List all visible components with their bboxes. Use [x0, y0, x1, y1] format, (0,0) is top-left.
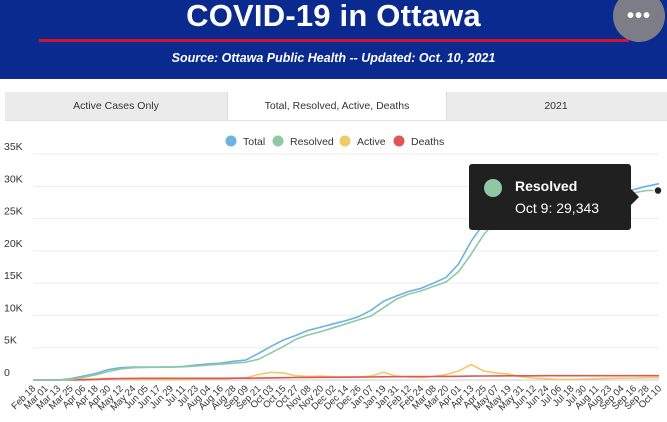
- tab-bar: Active Cases Only Total, Resolved, Activ…: [5, 92, 667, 120]
- y-tick-label: 25K: [4, 206, 23, 218]
- tab-2021[interactable]: 2021: [544, 100, 568, 112]
- tooltip-series-swatch: [484, 179, 502, 197]
- tooltip-value: Oct 9: 29,343: [515, 200, 600, 216]
- y-tick-label: 35K: [4, 141, 23, 153]
- y-tick-label: 0: [4, 367, 10, 379]
- legend-label-deaths[interactable]: Deaths: [411, 136, 444, 148]
- more-horizontal-icon: •••: [626, 4, 651, 27]
- page-title: COVID-19 in Ottawa: [186, 0, 481, 33]
- legend-label-total[interactable]: Total: [243, 136, 265, 148]
- tooltip-pointer: [631, 189, 639, 205]
- title-underline: [39, 39, 629, 42]
- source-subtitle: Source: Ottawa Public Health -- Updated:…: [171, 51, 496, 65]
- y-tick-label: 10K: [4, 302, 23, 314]
- chart-tooltip: Resolved Oct 9: 29,343: [469, 164, 631, 230]
- series-line-deaths: [33, 374, 659, 381]
- hover-point-marker: [653, 185, 663, 196]
- y-tick-label: 15K: [4, 270, 23, 282]
- tab-total-resolved-active-deaths[interactable]: Total, Resolved, Active, Deaths: [227, 92, 447, 120]
- header-banner: COVID-19 in Ottawa Source: Ottawa Public…: [0, 0, 667, 79]
- more-options-button[interactable]: •••: [613, 0, 665, 42]
- legend-label-resolved[interactable]: Resolved: [290, 136, 334, 148]
- legend-swatch-total: [225, 135, 237, 147]
- legend-swatch-active: [339, 135, 351, 147]
- legend-label-active[interactable]: Active: [357, 136, 386, 148]
- tooltip-series-name: Resolved: [515, 178, 578, 194]
- tab-active-cases[interactable]: Active Cases Only: [73, 100, 159, 112]
- legend-swatch-resolved: [272, 135, 284, 147]
- y-tick-label: 20K: [4, 238, 23, 250]
- legend-swatch-deaths: [393, 135, 405, 147]
- y-tick-label: 5K: [4, 335, 17, 347]
- y-tick-label: 30K: [4, 173, 23, 185]
- tab-divider: [5, 120, 667, 121]
